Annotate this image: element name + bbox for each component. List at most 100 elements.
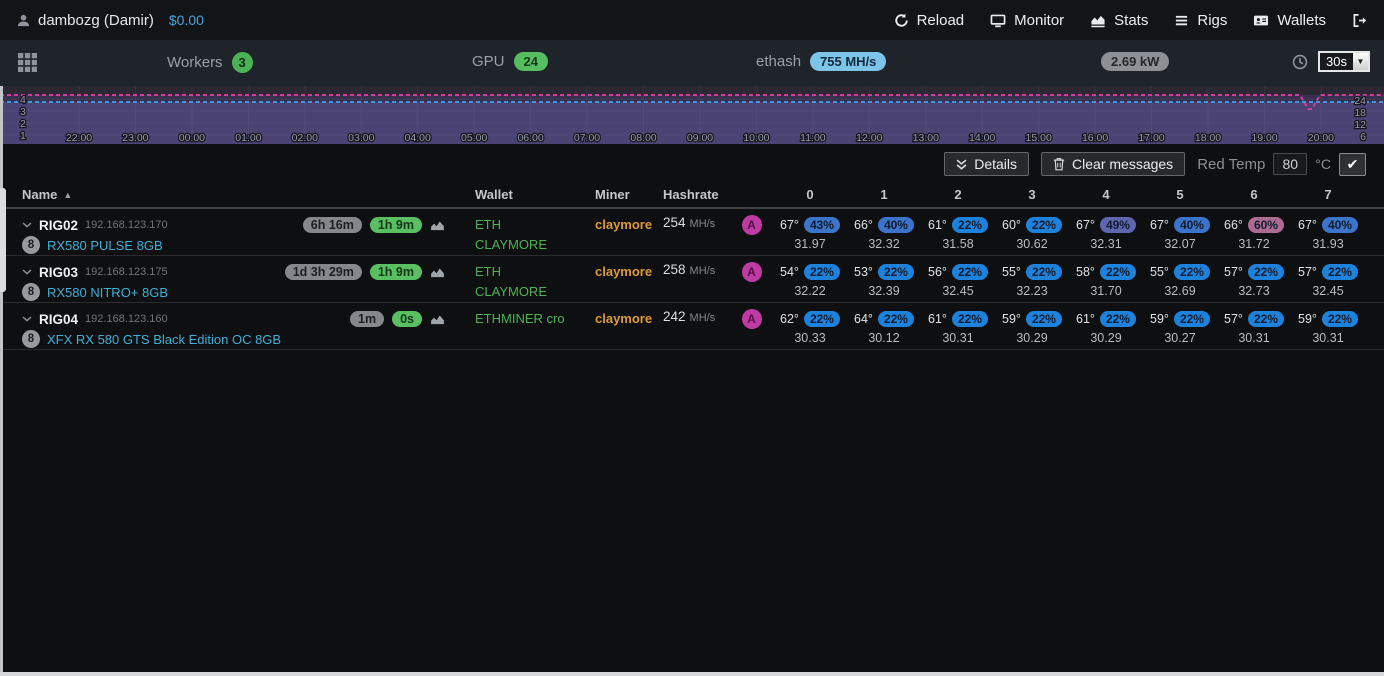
gpu-temp-fan: 66° 60% xyxy=(1217,215,1291,234)
gpu-hashrate: 31.70 xyxy=(1090,284,1122,298)
uptime-badges: 6h 16m 1h 9m xyxy=(302,217,445,233)
balance[interactable]: $0.00 xyxy=(168,12,204,28)
wallet-link[interactable]: ETH CLAYMORE xyxy=(475,217,547,252)
rig-chart-icon[interactable] xyxy=(430,314,445,325)
chevron-down-icon[interactable] xyxy=(22,316,32,322)
svg-text:11:00: 11:00 xyxy=(800,132,826,144)
miner-cell: claymore xyxy=(575,256,652,302)
top-bar: dambozg (Damir) $0.00 Reload Monitor Stats… xyxy=(0,0,1384,40)
interval-value: 30s xyxy=(1320,53,1353,70)
monitor-icon xyxy=(990,13,1006,28)
scrollbar-handle[interactable] xyxy=(0,188,6,292)
column-header-gpu6: 6 xyxy=(1250,187,1258,202)
rig-chart-icon[interactable] xyxy=(430,267,445,278)
gpu-model-link[interactable]: RX580 PULSE 8GB xyxy=(47,237,163,253)
rig-name[interactable]: RIG02 xyxy=(39,217,79,233)
gpu-temp: 61° xyxy=(1076,311,1095,326)
gpu-temp: 61° xyxy=(928,217,947,232)
power-pill: 2.69 kW xyxy=(1101,52,1170,71)
gpu-counter: GPU 24 xyxy=(472,52,548,71)
gpu-temp-fan: 57° 22% xyxy=(1217,309,1291,328)
gpu-hashrate: 30.29 xyxy=(1016,331,1048,345)
red-temp-input[interactable] xyxy=(1273,153,1308,175)
rig-name[interactable]: RIG04 xyxy=(39,311,79,327)
chevron-down-icon[interactable] xyxy=(22,222,32,228)
fan-speed-badge: 22% xyxy=(951,216,988,233)
svg-text:00:00: 00:00 xyxy=(179,132,205,144)
gpu-count-pill: 24 xyxy=(513,52,548,71)
gpu-temp-fan: 55° 22% xyxy=(1143,262,1217,281)
svg-text:18:00: 18:00 xyxy=(1195,132,1221,144)
logout-button[interactable] xyxy=(1352,13,1368,28)
nav-reload-button[interactable]: Reload xyxy=(894,11,965,29)
caret-down-icon: ▼ xyxy=(1352,53,1368,70)
fan-speed-badge: 22% xyxy=(1247,263,1284,280)
chevron-down-icon[interactable] xyxy=(22,269,32,275)
gpu-temp-fan: 54° 22% xyxy=(773,262,847,281)
gpu-temp-fan: 61° 22% xyxy=(921,215,995,234)
red-temp-checkbox[interactable]: ✔ xyxy=(1339,152,1366,176)
rig-gpu-line: 8 RX580 NITRO+ 8GB xyxy=(22,282,455,302)
status-badge: A xyxy=(741,215,762,235)
column-header-name[interactable]: Name ▲ xyxy=(0,187,455,202)
refresh-interval xyxy=(1292,54,1308,70)
algo-counter: ethash 755 MH/s xyxy=(756,52,887,71)
algo-hashrate-pill: 755 MH/s xyxy=(810,52,887,71)
rig-chart-icon[interactable] xyxy=(430,220,445,231)
gpu-cell: 66° 40% 32.32 xyxy=(847,209,921,255)
gpu-hashrate: 31.58 xyxy=(942,237,974,251)
svg-text:13:00: 13:00 xyxy=(913,132,939,144)
gpu-model-link[interactable]: XFX RX 580 GTS Black Edition OC 8GB xyxy=(47,331,282,347)
rig-name-cell: RIG02 192.168.123.170 6h 16m 1h 9m 8 RX580 PU… xyxy=(0,209,455,255)
wallet-cell: ETH CLAYMORE xyxy=(455,209,575,255)
svg-text:14:00: 14:00 xyxy=(969,132,995,144)
gpu-cell: 61° 22% 30.31 xyxy=(921,303,995,349)
user-account[interactable]: dambozg (Damir) $0.00 xyxy=(16,12,204,29)
column-header-gpu7: 7 xyxy=(1324,187,1332,202)
nav-wallets-button[interactable]: Wallets xyxy=(1253,12,1326,29)
gpu-temp-fan: 61° 22% xyxy=(921,309,995,328)
clear-messages-button[interactable]: Clear messages xyxy=(1041,152,1186,176)
rig-title-line: RIG04 192.168.123.160 1m 0s xyxy=(22,309,455,329)
wallet-link[interactable]: ETH CLAYMORE xyxy=(475,264,547,299)
miner-cell: claymore xyxy=(575,303,652,349)
gpu-temp-fan: 64° 22% xyxy=(847,309,921,328)
fan-speed-badge: 22% xyxy=(1173,310,1210,327)
wallet-link[interactable]: ETHMINER cro xyxy=(475,311,565,326)
column-header-gpu5: 5 xyxy=(1176,187,1184,202)
details-button[interactable]: Details xyxy=(944,152,1030,176)
table-header: Name ▲ Wallet Miner Hashrate 0 1 2 3 4 5 6 7 xyxy=(0,182,1384,209)
gpu-model-link[interactable]: RX580 NITRO+ 8GB xyxy=(47,284,169,300)
status-cell: A xyxy=(730,209,773,255)
miner-name[interactable]: claymore xyxy=(595,311,653,326)
gpu-temp: 58° xyxy=(1076,264,1095,279)
workers-counter: Workers 3 xyxy=(167,52,253,73)
rig-name[interactable]: RIG03 xyxy=(39,264,79,280)
fan-speed-badge: 22% xyxy=(1099,263,1136,280)
gpu-temp-fan: 53° 22% xyxy=(847,262,921,281)
rig-ip: 192.168.123.170 xyxy=(85,219,168,231)
apps-grid-button[interactable] xyxy=(18,53,37,77)
gpu-hashrate: 32.22 xyxy=(794,284,826,298)
gpu-hashrate: 32.45 xyxy=(942,284,974,298)
nav-monitor-button[interactable]: Monitor xyxy=(990,12,1064,29)
column-header-hashrate: Hashrate xyxy=(663,187,719,202)
window-bottom-edge xyxy=(0,672,1384,676)
miner-name[interactable]: claymore xyxy=(595,264,653,279)
top-nav: Reload Monitor Stats Rigs Wallets xyxy=(894,12,1368,29)
svg-text:08:00: 08:00 xyxy=(630,132,656,144)
miner-uptime-badge: 1h 9m xyxy=(369,217,422,233)
user-icon xyxy=(16,13,31,28)
miner-name[interactable]: claymore xyxy=(595,217,653,232)
svg-text:1: 1 xyxy=(20,130,26,142)
gpu-temp: 66° xyxy=(854,217,873,232)
nav-label: Reload xyxy=(916,11,965,29)
nav-stats-button[interactable]: Stats xyxy=(1090,12,1148,29)
gpu-temp-fan: 67° 43% xyxy=(773,215,847,234)
nav-rigs-button[interactable]: Rigs xyxy=(1174,12,1227,29)
gpu-temp: 55° xyxy=(1150,264,1169,279)
svg-text:07:00: 07:00 xyxy=(574,132,600,144)
interval-select[interactable]: 30s ▼ xyxy=(1318,51,1370,72)
fan-speed-badge: 22% xyxy=(803,263,840,280)
gpu-temp: 59° xyxy=(1002,311,1021,326)
